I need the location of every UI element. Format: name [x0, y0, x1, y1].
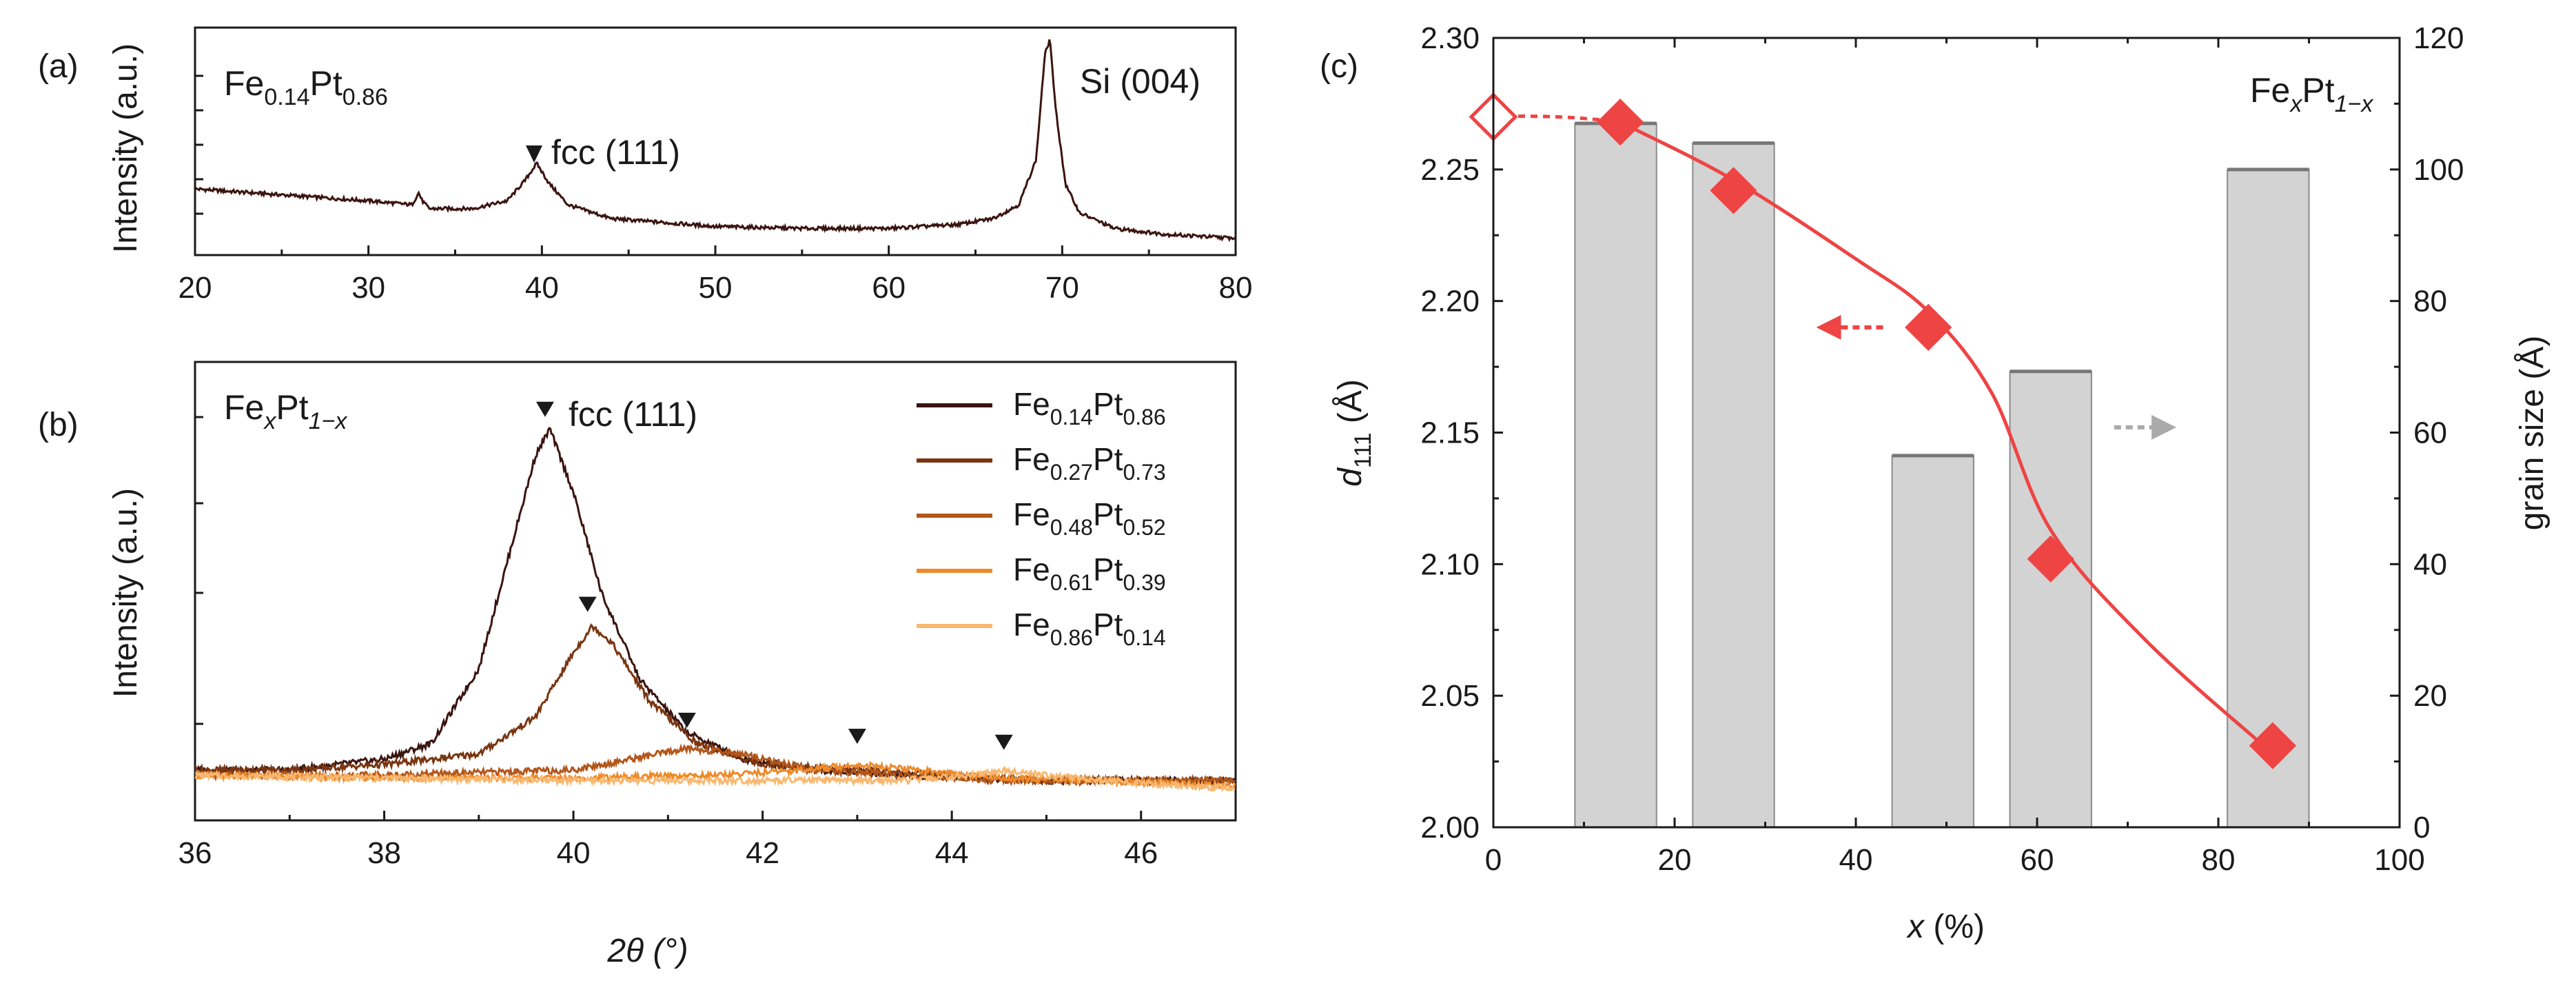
panel-c-xtick-label: 40 — [1839, 843, 1873, 877]
panel-b-ylabel: Intensity (a.u.) — [108, 488, 144, 698]
panel-a-ylabel: Intensity (a.u.) — [108, 43, 144, 253]
panel-c-ytick-left-label: 2.30 — [1420, 21, 1480, 55]
panel-b-xtick-label: 46 — [1124, 836, 1158, 870]
panel-a-fcc-label: fcc (111) — [551, 133, 680, 172]
panel-c-xlabel: x (%) — [1906, 909, 1985, 945]
panel-c-ytick-left-label: 2.05 — [1420, 679, 1480, 713]
panel-c-xtick-label: 80 — [2202, 843, 2236, 877]
panel-b-legend: Fe0.14Pt0.86 Fe0.27Pt0.73 Fe0.48Pt0.52 Fe0.… — [917, 386, 1166, 650]
panel-c-grain-bars — [1574, 121, 2310, 829]
panel-b-sample-label: FexPt1−x — [224, 388, 347, 434]
panel-b-series — [195, 427, 1236, 792]
panel-c-ytick-left-label: 2.25 — [1420, 153, 1480, 187]
panel-a-xtick-label: 50 — [699, 271, 733, 305]
panel-c-ylabel-right: grain size (Å) — [2514, 336, 2551, 531]
panel-label-b: (b) — [38, 407, 79, 443]
peak-marker-arrow — [578, 596, 597, 612]
panel-a-xtick-label: 30 — [351, 271, 385, 305]
d111-marker — [1905, 303, 1952, 351]
panel-a-ticks: 20 30 40 50 60 70 80 — [178, 74, 1253, 305]
panel-b-line-5 — [195, 765, 1236, 792]
panel-b-peak-markers — [535, 401, 1013, 750]
grain-bar — [1692, 142, 1775, 828]
panel-c-ytick-right-label: 80 — [2413, 285, 2447, 318]
grain-bar — [1891, 454, 1974, 828]
d111-marker — [2027, 535, 2074, 583]
panel-c-ytick-right-label: 120 — [2413, 21, 2464, 55]
peak-marker-arrow — [535, 401, 554, 417]
panel-a-chart: 20 30 40 50 60 70 80 Intensity (a.u.) Fe0.14Pt… — [108, 26, 1253, 305]
panel-c-ytick-left-label: 2.00 — [1420, 811, 1480, 845]
panel-c-ytick-left-label: 2.15 — [1420, 416, 1480, 450]
panel-a-sample-label: Fe0.14Pt0.86 — [224, 64, 388, 110]
panel-a-xtick-label: 80 — [1219, 271, 1253, 305]
panel-b-frame — [194, 361, 1237, 822]
panel-a-series — [195, 39, 1236, 243]
panel-c-xtick-label: 100 — [2374, 843, 2424, 877]
panel-a-xtick-label: 20 — [178, 271, 212, 305]
grain-bar — [1574, 123, 1657, 828]
panel-c-chart: 0 20 40 60 80 100 2.00 2.05 2.10 2.15 2.20 2.25 2.30… — [1332, 21, 2551, 945]
panel-c-ytick-left-label: 2.10 — [1420, 547, 1480, 581]
panel-c-xtick-label: 20 — [1658, 843, 1692, 877]
panel-b-ticks: 36 38 40 42 44 46 — [178, 416, 1158, 870]
panel-c-arrows — [1816, 314, 2177, 440]
panel-a-si-label: Si (004) — [1080, 62, 1200, 101]
legend-label: Fe0.27Pt0.73 — [1013, 441, 1166, 485]
panel-b-fcc-label: fcc (111) — [569, 395, 697, 434]
panel-b-xtick-label: 40 — [557, 836, 591, 870]
d111-marker — [1596, 99, 1644, 146]
legend-label: Fe0.48Pt0.52 — [1013, 496, 1166, 540]
panel-c-xtick-label: 60 — [2021, 843, 2054, 877]
panel-a-line — [195, 39, 1236, 243]
panel-label-c: (c) — [1320, 48, 1358, 85]
panel-b-xlabel: 2θ (°) — [606, 933, 688, 969]
peak-marker-arrow — [994, 734, 1013, 750]
peak-marker-arrow — [677, 712, 696, 728]
panel-c-xtick-label: 0 — [1485, 843, 1502, 877]
panel-c-ytick-right-label: 20 — [2413, 679, 2447, 713]
panel-a-fcc-arrow — [526, 145, 542, 163]
panel-b-xtick-label: 36 — [178, 836, 212, 870]
panel-a-xtick-label: 40 — [525, 271, 559, 305]
panel-b-chart: 36 38 40 42 44 46 Intensity (a.u.) 2θ (°) Fex… — [108, 361, 1237, 969]
panel-c-sample-label: FexPt1−x — [2250, 71, 2373, 117]
panel-c-ytick-left-label: 2.20 — [1420, 285, 1480, 318]
panel-c-ytick-right-label: 40 — [2413, 547, 2447, 581]
panel-b-xtick-label: 44 — [935, 836, 969, 870]
panel-c-ytick-right-label: 60 — [2413, 416, 2447, 450]
peak-marker-arrow — [848, 729, 866, 745]
d111-marker — [1710, 167, 1757, 214]
panel-a-xtick-label: 60 — [872, 271, 906, 305]
grain-bar — [2009, 370, 2092, 828]
panel-b-xtick-label: 42 — [746, 836, 779, 870]
grain-bar — [2227, 168, 2310, 829]
panel-c-ytick-right-label: 0 — [2413, 811, 2430, 845]
legend-label: Fe0.14Pt0.86 — [1013, 386, 1166, 429]
panel-label-a: (a) — [38, 48, 79, 85]
panel-b-xtick-label: 38 — [367, 836, 401, 870]
panel-c-ticks: 0 20 40 60 80 100 2.00 2.05 2.10 2.15 2.20 2.25 2.30… — [1420, 21, 2464, 877]
legend-label: Fe0.61Pt0.39 — [1013, 552, 1166, 595]
legend-label: Fe0.86Pt0.14 — [1013, 607, 1166, 650]
panel-c-ylabel-left: d111 (Å) — [1332, 379, 1376, 487]
panel-b-line-2 — [195, 623, 1236, 788]
panel-c-frame — [1492, 37, 2401, 829]
panel-c-ytick-right-label: 100 — [2413, 153, 2464, 187]
panel-a-xtick-label: 70 — [1045, 271, 1079, 305]
d111-marker — [2249, 722, 2297, 769]
